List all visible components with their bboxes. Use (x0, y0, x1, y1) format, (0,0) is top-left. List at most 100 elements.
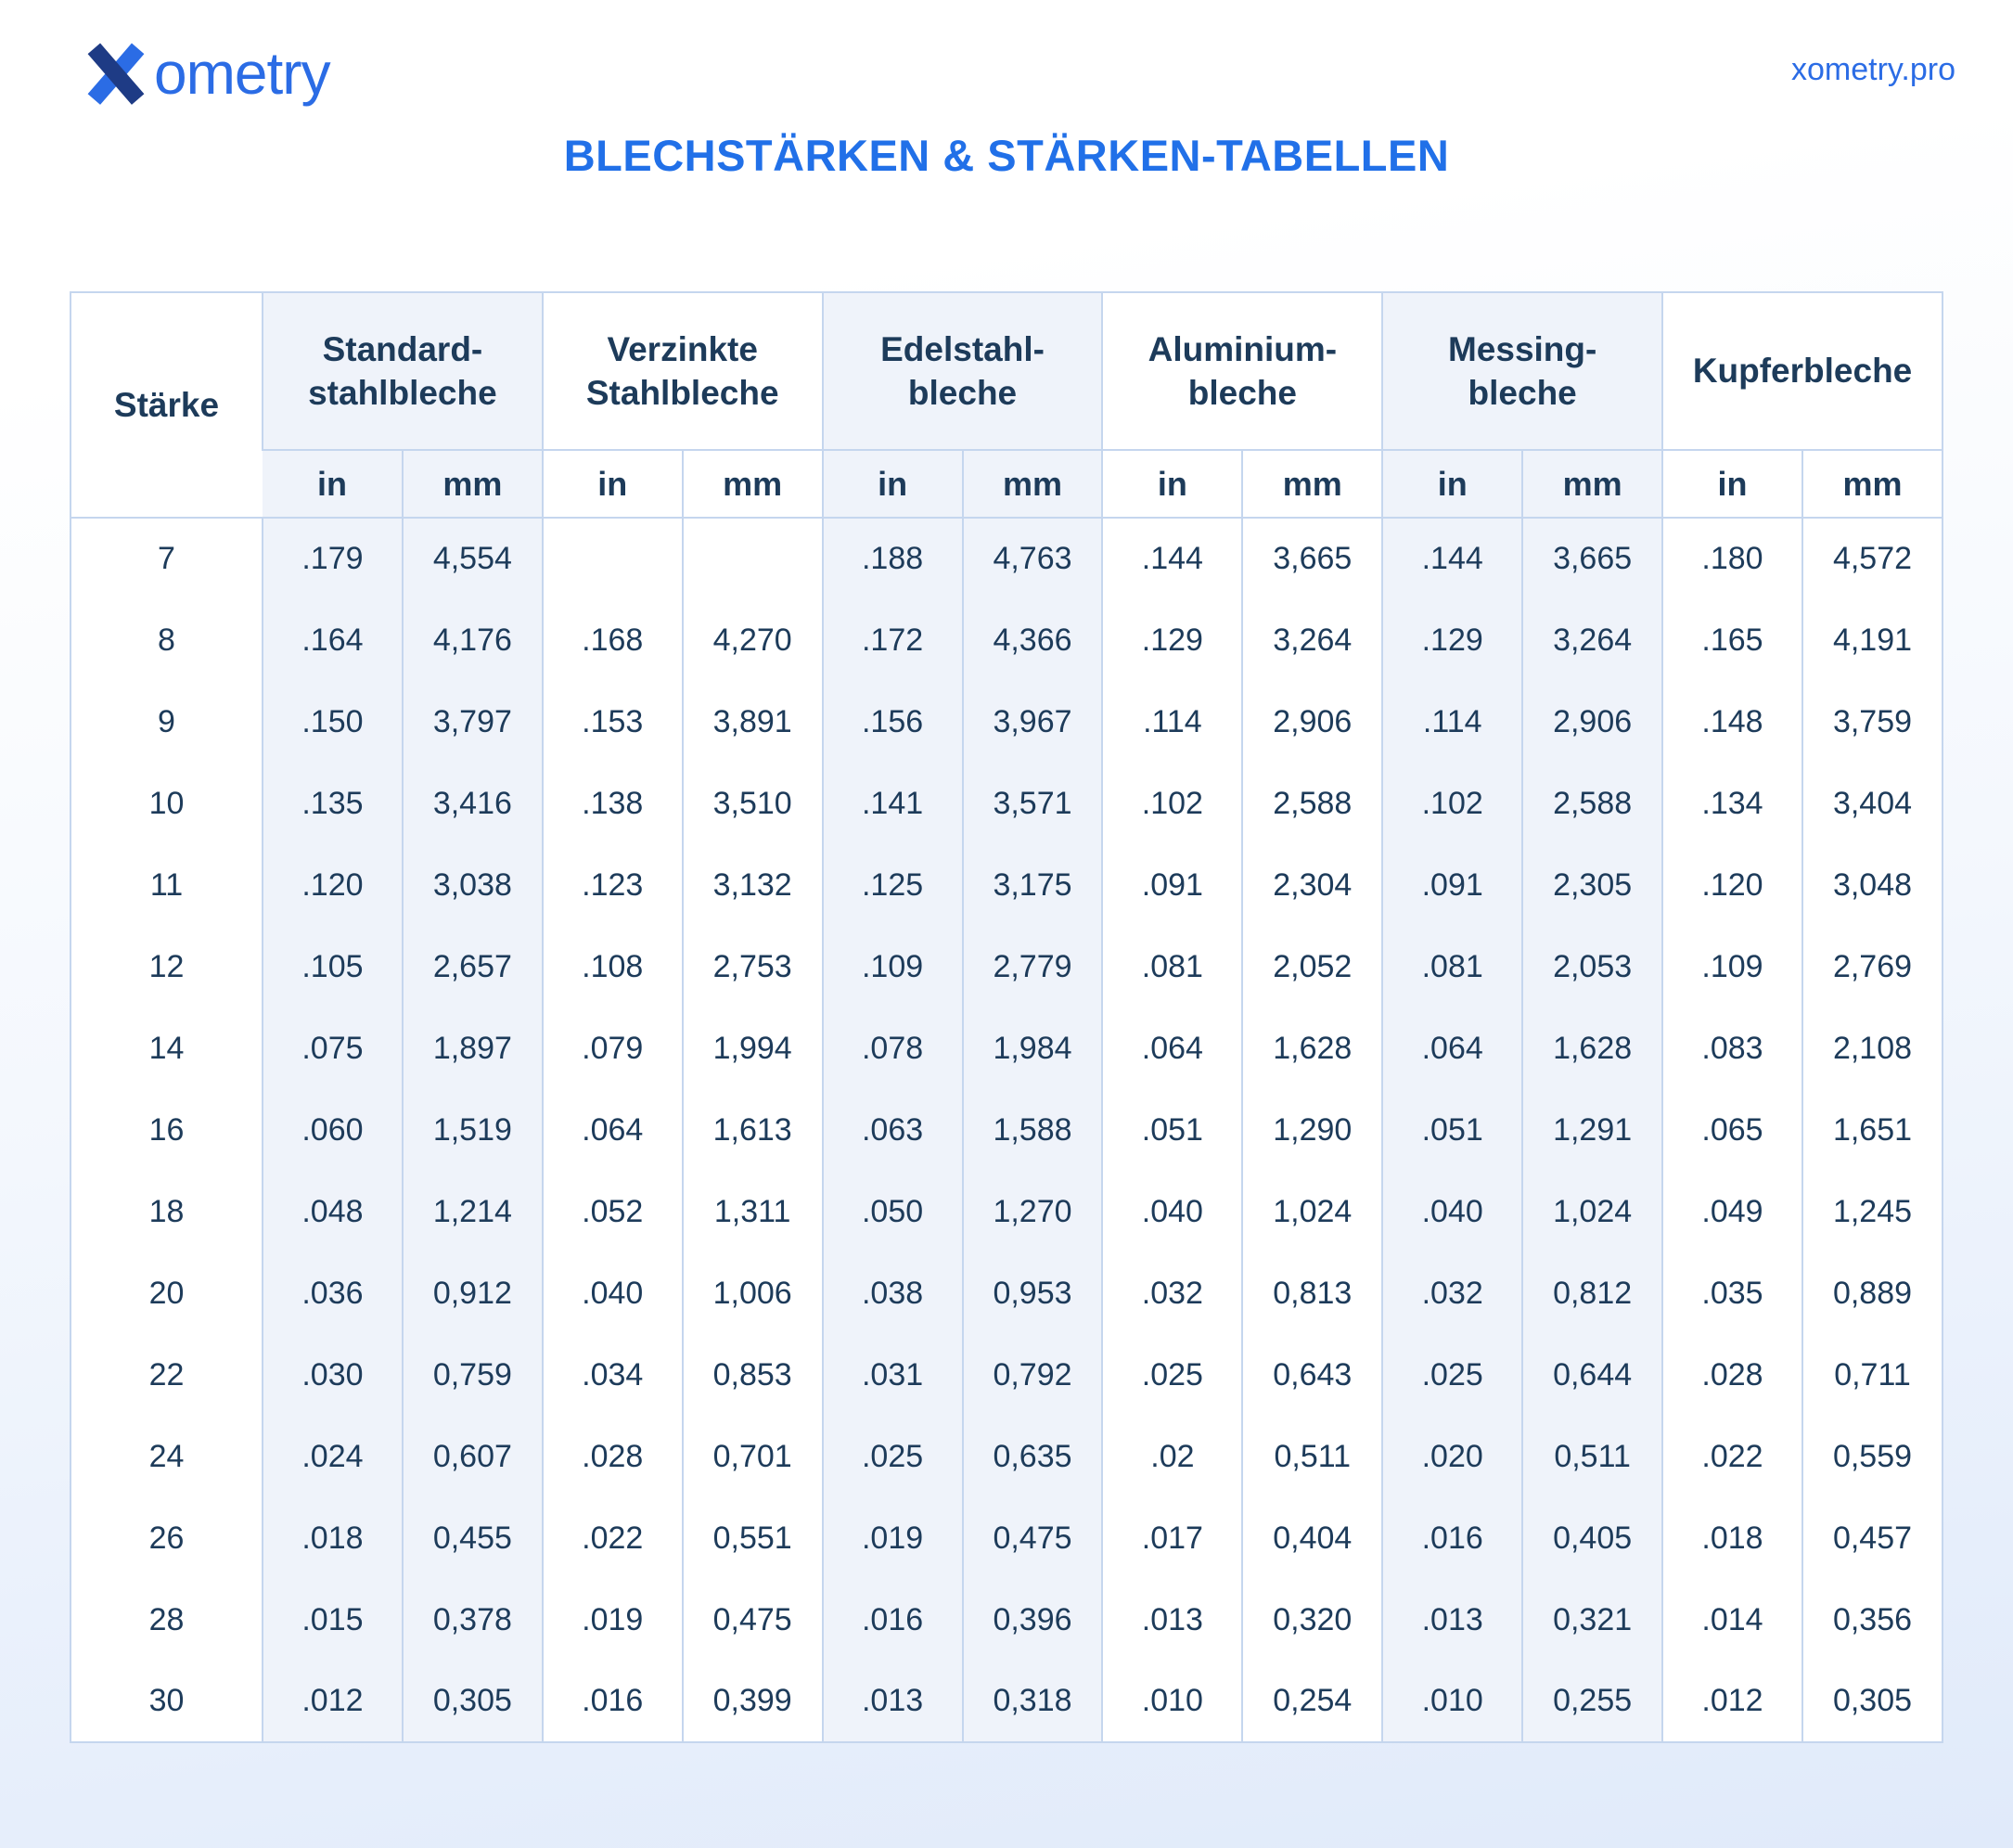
value-cell: .060 (262, 1089, 403, 1171)
gauge-cell: 24 (148, 1438, 185, 1474)
value-cell: 3,571 (961, 763, 1103, 844)
value-cell: 0,511 (1241, 1416, 1383, 1497)
value-cell: 1,613 (681, 1089, 823, 1171)
gauge-cell: 14 (148, 1030, 185, 1066)
table-row: 26.018 0,455.022 0,551.019 0,475.017 0,404.0… (71, 1497, 1942, 1579)
unit-header-row: in mm in mm in mm in mm in mm in mm (71, 450, 1942, 519)
value-cell: 1,024 (1521, 1171, 1663, 1252)
value-cell: 1,214 (401, 1171, 543, 1252)
value-cell: 0,607 (401, 1416, 543, 1497)
gauge-cell: 20 (148, 1275, 185, 1311)
value-cell: .109 (821, 926, 963, 1007)
value-cell: .168 (541, 599, 683, 681)
value-cell: .188 (821, 518, 963, 599)
value-cell: .081 (1381, 926, 1523, 1007)
value-cell: 0,635 (961, 1416, 1103, 1497)
value-cell: .063 (821, 1089, 963, 1171)
value-cell: 0,321 (1521, 1579, 1663, 1661)
site-link[interactable]: xometry.pro (1791, 52, 1955, 87)
value-cell: .078 (821, 1007, 963, 1089)
value-cell: .022 (1661, 1416, 1802, 1497)
group-header-6: Kupferbleche (1661, 292, 1942, 451)
unit-header-mm: mm (1521, 450, 1663, 519)
value-cell: 0,644 (1521, 1334, 1663, 1416)
value-cell: 4,191 (1801, 599, 1942, 681)
table-body: 7.179 4,554.188 4,763.144 3,665.144 3,665.18… (71, 518, 1942, 1742)
value-cell: 1,651 (1801, 1089, 1942, 1171)
value-cell: .016 (821, 1579, 963, 1661)
value-cell: 0,792 (961, 1334, 1103, 1416)
value-cell: .150 (262, 681, 403, 763)
value-cell: 1,311 (681, 1171, 823, 1252)
value-cell: 1,994 (681, 1007, 823, 1089)
table-row: 10.135 3,416.138 3,510.141 3,571.102 2,588.1… (71, 763, 1942, 844)
value-cell: 2,753 (681, 926, 823, 1007)
value-cell: 3,797 (401, 681, 543, 763)
value-cell: .018 (262, 1497, 403, 1579)
value-cell: .025 (821, 1416, 963, 1497)
gauge-cell: 28 (148, 1601, 185, 1637)
value-cell: 0,305 (401, 1661, 543, 1742)
gauge-cell: 11 (149, 866, 184, 903)
value-cell: 3,967 (961, 681, 1103, 763)
value-cell: .135 (262, 763, 403, 844)
value-cell: 0,475 (961, 1497, 1103, 1579)
value-cell: 0,889 (1801, 1252, 1942, 1334)
value-cell: 3,264 (1241, 599, 1383, 681)
value-cell: 0,812 (1521, 1252, 1663, 1334)
value-cell: 1,588 (961, 1089, 1103, 1171)
gauge-cell: 10 (148, 785, 185, 821)
value-cell: 0,912 (401, 1252, 543, 1334)
value-cell: 3,404 (1801, 763, 1942, 844)
value-cell: 0,559 (1801, 1416, 1942, 1497)
value-cell: 2,769 (1801, 926, 1942, 1007)
group-header-2: Verzinkte Stahlbleche (541, 292, 823, 451)
value-cell: 0,511 (1521, 1416, 1663, 1497)
table-row: 24.024 0,607.028 0,701.025 0,635.02 0,511.02… (71, 1416, 1942, 1497)
value-cell: .024 (262, 1416, 403, 1497)
value-cell: 0,813 (1241, 1252, 1383, 1334)
value-cell: .105 (262, 926, 403, 1007)
value-cell: .036 (262, 1252, 403, 1334)
value-cell (681, 518, 823, 599)
value-cell: .064 (541, 1089, 683, 1171)
unit-header-mm: mm (401, 450, 543, 519)
value-cell: .065 (1661, 1089, 1802, 1171)
value-cell: 3,891 (681, 681, 823, 763)
group-header-row: Stärke Standard-stahlbleche Verzinkte Stah… (71, 292, 1942, 519)
value-cell: 2,779 (961, 926, 1103, 1007)
value-cell: .125 (821, 844, 963, 926)
value-cell: .019 (821, 1497, 963, 1579)
value-cell: 2,588 (1241, 763, 1383, 844)
table-row: 14.075 1,897.079 1,994.078 1,984.064 1,628.0… (71, 1007, 1942, 1089)
value-cell: 3,665 (1521, 518, 1663, 599)
value-cell: .040 (541, 1252, 683, 1334)
unit-header-in: in (541, 450, 683, 519)
value-cell: 1,897 (401, 1007, 543, 1089)
unit-header-mm: mm (681, 450, 823, 519)
gauge-cell: 26 (148, 1520, 185, 1556)
value-cell: 4,554 (401, 518, 543, 599)
value-cell: 1,024 (1241, 1171, 1383, 1252)
value-cell: .148 (1661, 681, 1802, 763)
value-cell: .019 (541, 1579, 683, 1661)
value-cell: 3,510 (681, 763, 823, 844)
gauge-thickness-table: Stärke Standard-stahlbleche Verzinkte Stah… (70, 291, 1943, 1743)
value-cell: .018 (1661, 1497, 1802, 1579)
gauge-header: Stärke (71, 292, 263, 519)
value-cell: 0,853 (681, 1334, 823, 1416)
value-cell: 1,519 (401, 1089, 543, 1171)
gauge-cell: 18 (148, 1193, 185, 1229)
value-cell: 0,356 (1801, 1579, 1942, 1661)
value-cell: .017 (1101, 1497, 1243, 1579)
top-bar: ometry xometry.pro (0, 0, 2013, 109)
value-cell: .172 (821, 599, 963, 681)
table-row: 22.030 0,759.034 0,853.031 0,792.025 0,643.0… (71, 1334, 1942, 1416)
value-cell: .134 (1661, 763, 1802, 844)
value-cell: 3,665 (1241, 518, 1383, 599)
value-cell: .012 (262, 1661, 403, 1742)
value-cell: .114 (1101, 681, 1243, 763)
value-cell: .025 (1381, 1334, 1523, 1416)
gauge-cell: 16 (148, 1111, 185, 1148)
value-cell: 2,052 (1241, 926, 1383, 1007)
